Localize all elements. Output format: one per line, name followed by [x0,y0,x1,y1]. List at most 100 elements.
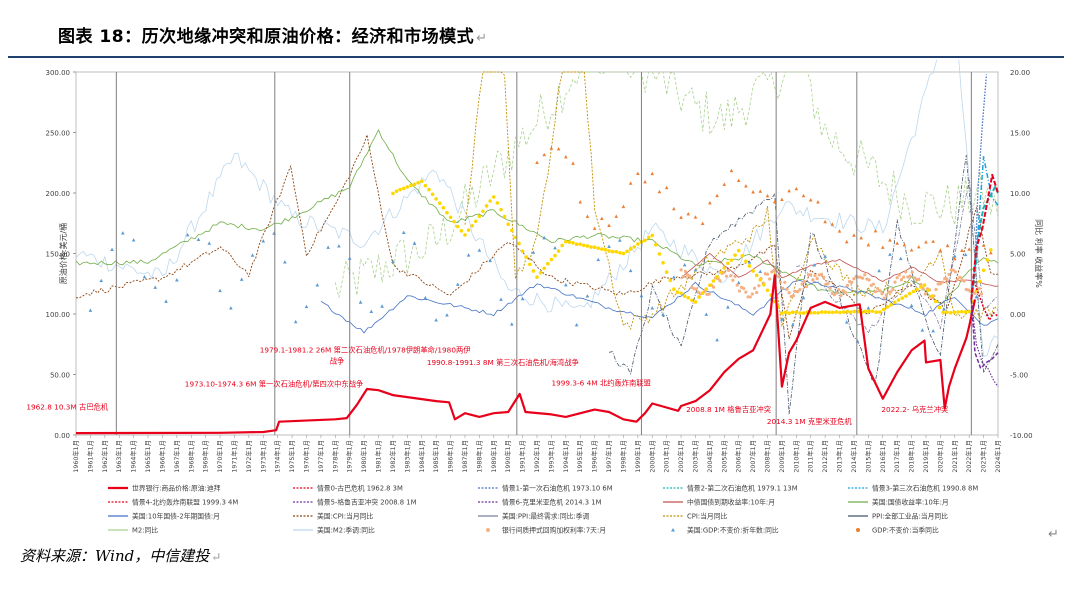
legend-label: 情景2-第二次石油危机 1979.1 13M [687,484,798,493]
x-axis-tick-label: 1992年1月 [532,440,541,473]
x-axis-tick-label: 2002年1月 [676,440,685,473]
scatter-fed-funds-point [416,180,420,185]
scatter-fed-funds-point [783,310,788,315]
x-axis-tick-label: 2011年1月 [806,440,815,473]
scatter-cn-gdp-point [636,171,640,175]
scatter-us-gdp-point [455,282,460,286]
scatter-us-gdp-point [801,295,806,300]
x-axis-tick-label: 2007年1月 [748,440,757,473]
scatter-us-gdp-point [909,303,914,308]
scatter-repo-rate-point [979,292,984,296]
scatter-fed-funds-point [524,255,528,259]
scatter-fed-funds-point [765,288,770,293]
scatter-fed-funds-point [834,310,839,314]
scatter-repo-rate-point [923,292,927,296]
scatter-cn-gdp-point [772,199,777,204]
scatter-cn-gdp-point [722,182,727,186]
scatter-us-gdp-point [175,278,179,282]
scatter-cn-gdp-point [916,244,921,249]
scatter-fed-funds-point [434,197,438,201]
scatter-fed-funds-point [517,241,521,246]
scatter-fed-funds-point [816,311,820,315]
scatter-cn-gdp-point [758,189,763,193]
return-mark-icon: ↵ [1048,527,1059,542]
scatter-repo-rate-point [908,274,912,278]
scatter-fed-funds-point [437,201,442,206]
scatter-fed-funds-point [682,294,687,298]
scatter-us-gdp-point [304,304,309,309]
scenario-4-line [970,173,999,300]
scatter-us-gdp-point [272,231,276,235]
x-axis-tick-label: 1971年1月 [229,440,238,473]
scatter-cn-gdp-point [715,193,719,198]
scatter-repo-rate-point [757,284,761,288]
x-axis-tick-label: 1987年1月 [460,440,469,473]
scatter-fed-funds-point [900,296,904,300]
scatter-us-gdp-point [131,238,136,242]
scatter-fed-funds-point [751,269,755,273]
legend-swatch [486,528,490,532]
x-axis-tick-label: 1980年1月 [359,440,368,473]
x-axis-tick-label: 1988年1月 [474,440,483,473]
x-axis-tick-label: 1961年1月 [85,440,94,473]
x-axis-tick-label: 1990年1月 [503,440,512,473]
scatter-us-gdp-point [704,312,709,316]
left-axis-tick-label: 150.00 [46,251,71,259]
scatter-fed-funds-point [535,275,539,279]
scatter-fed-funds-point [405,185,410,189]
left-axis-tick-label: 250.00 [46,130,71,138]
chart-title-text: 图表 18：历次地缘冲突和原油价格：经济和市场模式 [58,27,475,47]
scatter-fed-funds-point [484,204,489,208]
scatter-us-gdp-point [628,268,633,273]
scatter-us-gdp-point [715,338,719,342]
scatter-fed-funds-point [956,310,960,314]
scatter-cn-gdp-point [880,245,885,249]
legend-swatch [856,528,860,532]
x-axis-tick-label: 1994年1月 [561,440,570,473]
scatter-fed-funds-point [841,310,846,314]
scatter-fed-funds-point [618,250,622,255]
right-axis-tick-label: 10.00 [1010,190,1030,198]
x-axis-tick-label: 2008年1月 [763,440,772,473]
scatter-fed-funds-point [744,259,748,264]
scatter-fed-funds-point [798,311,802,315]
x-axis-tick-label: 1960年1月 [71,440,80,473]
scatter-repo-rate-point [815,276,819,281]
scatter-fed-funds-point [896,298,901,302]
scatter-fed-funds-point [391,191,395,196]
scatter-fed-funds-point [878,310,882,314]
scatter-fed-funds-point [650,233,655,238]
scenario-5-line [970,299,999,370]
x-axis-tick-label: 1965年1月 [143,440,152,473]
x-axis-tick-label: 1997年1月 [604,440,613,473]
scatter-us-gdp-point [509,322,514,326]
scatter-fed-funds-point [607,249,611,253]
scatter-fed-funds-point [715,275,719,279]
scatter-fed-funds-point [578,242,583,246]
left-axis-title: 原油价格:美元/桶 [58,223,68,284]
scatter-cn-gdp-point [960,248,964,252]
left-axis-tick-label: 50.00 [50,372,70,380]
scatter-fed-funds-point [574,242,579,247]
scatter-fed-funds-point [542,266,547,271]
left-axis-tick-label: 0.00 [54,432,70,440]
scatter-cn-gdp-point [564,154,568,159]
scatter-fed-funds-point [722,266,727,270]
scatter-repo-rate-point [867,278,871,282]
scatter-fed-funds-point [981,268,986,273]
scatter-cn-gdp-point [909,248,914,252]
scatter-fed-funds-point [646,235,651,240]
x-axis-tick-label: 1977年1月 [316,440,325,473]
scatter-repo-rate-point [977,286,981,291]
scatter-repo-rate-point [809,273,813,277]
scatter-fed-funds-point [531,269,536,273]
scatter-fed-funds-point [560,243,565,248]
x-axis-tick-label: 1970年1月 [215,440,224,473]
scatter-fed-funds-point [664,270,669,274]
scatter-us-gdp-point [466,253,471,257]
scatter-us-gdp-point [866,306,871,310]
scatter-repo-rate-point [787,291,791,295]
x-axis-tick-label: 1989年1月 [489,440,498,473]
scatter-fed-funds-point [502,214,507,219]
x-axis-tick-label: 1986年1月 [446,440,455,473]
